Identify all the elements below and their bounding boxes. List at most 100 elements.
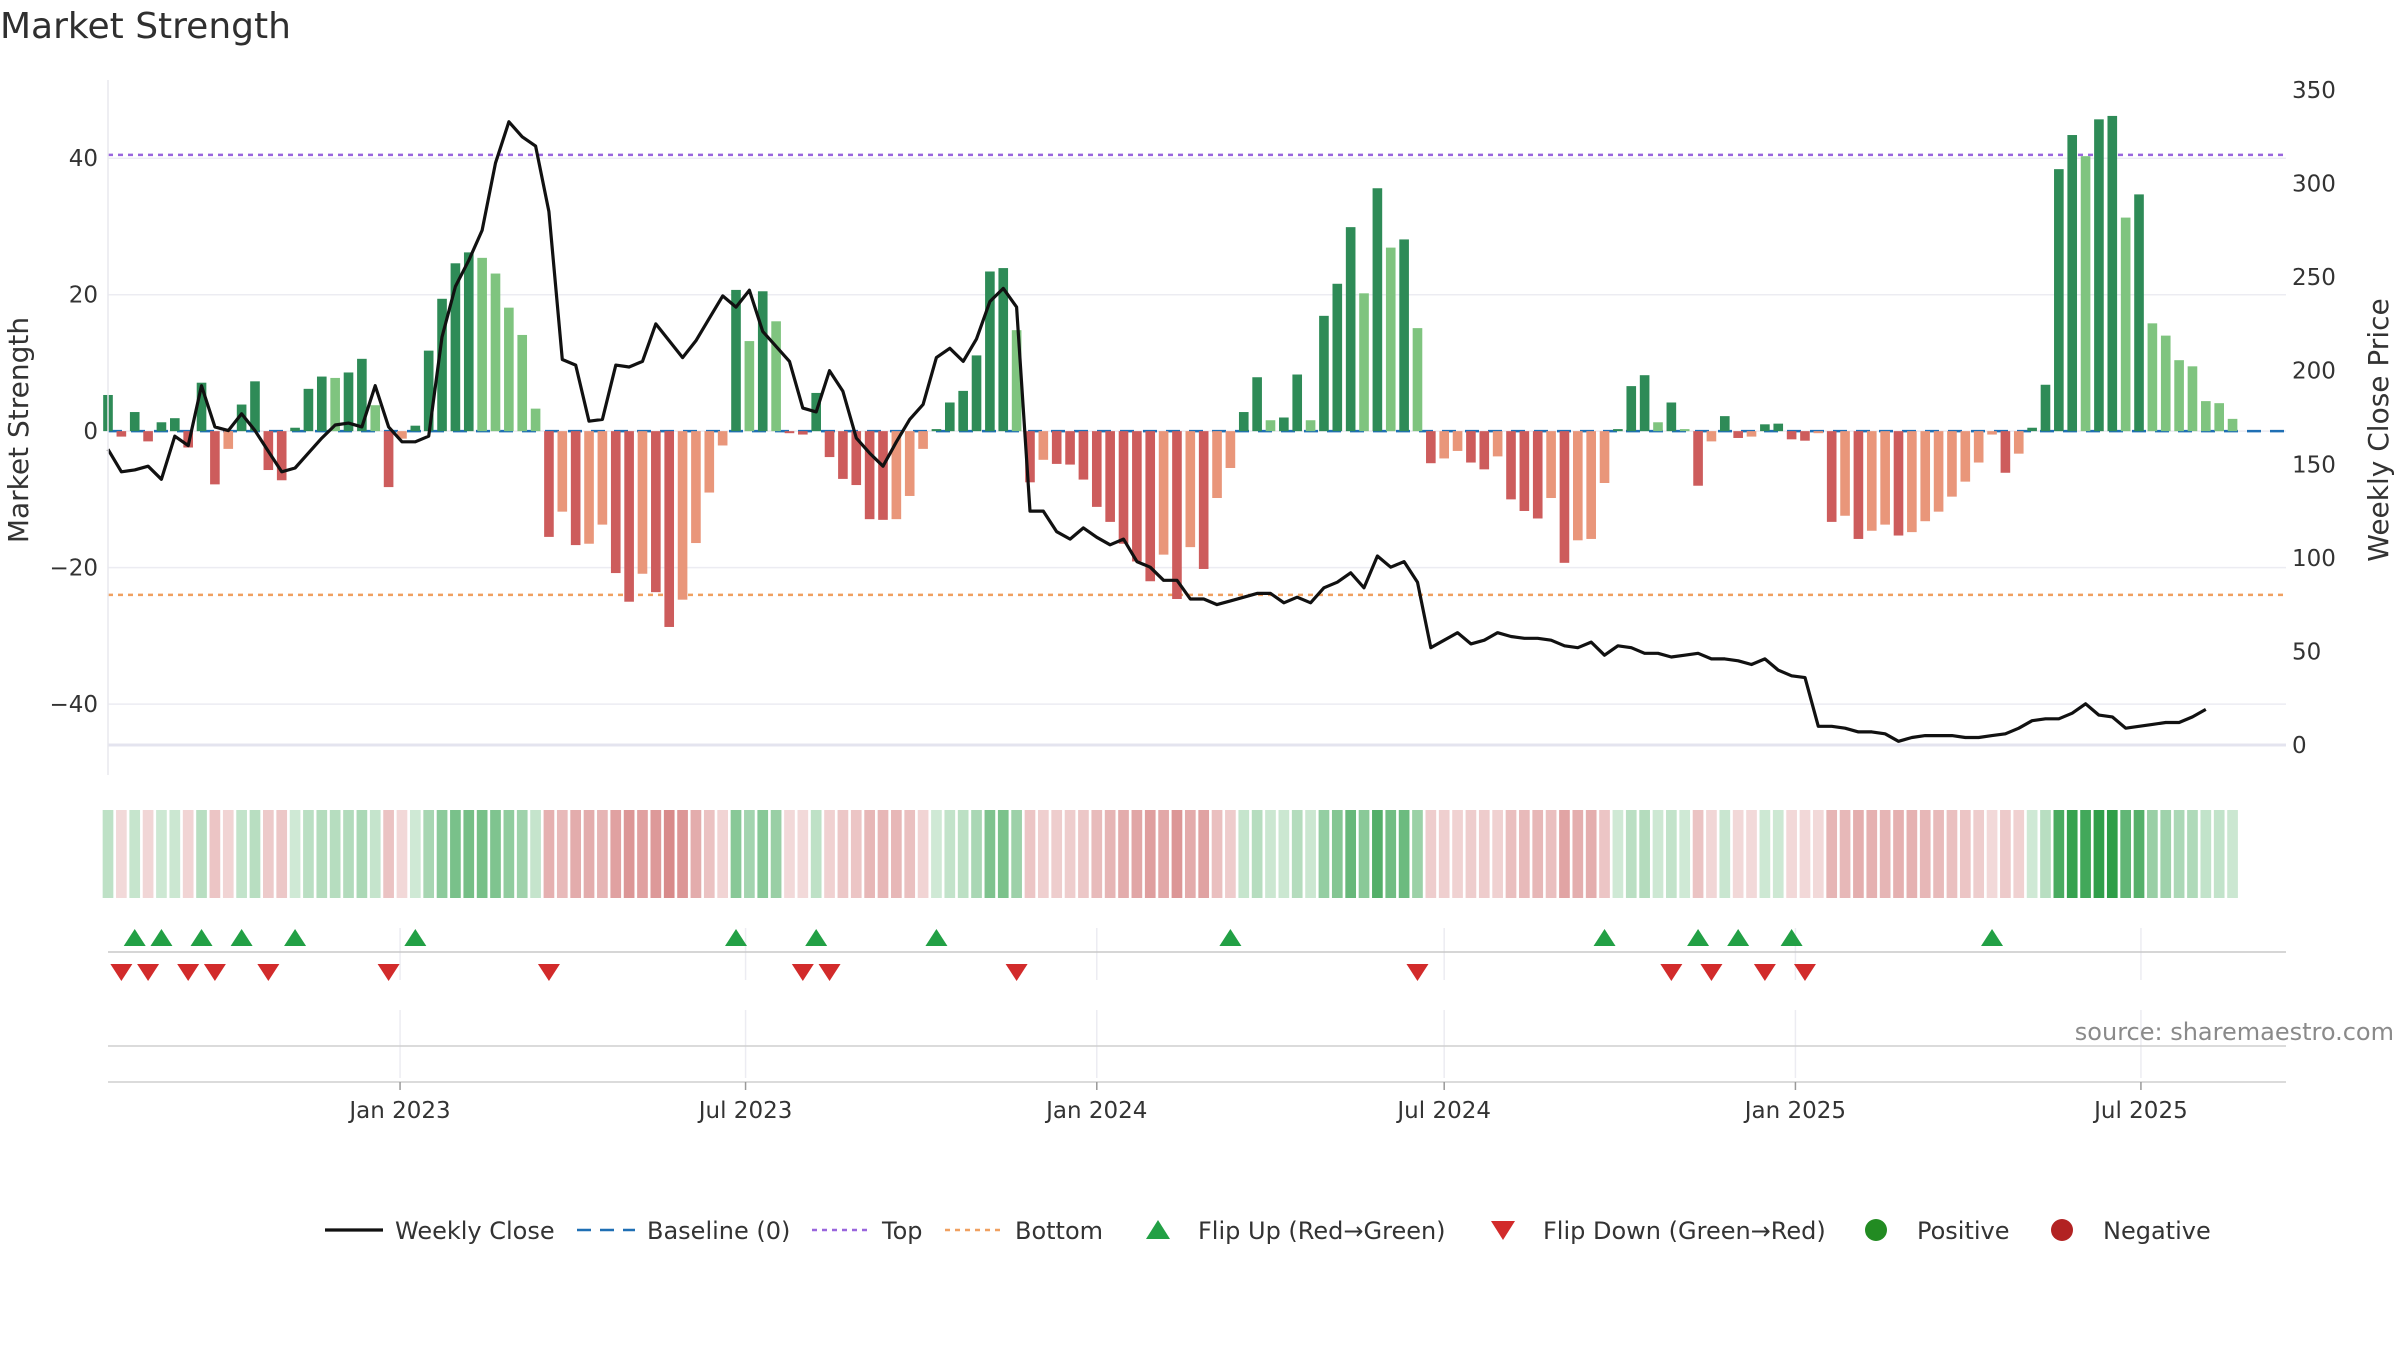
ribbon-cell	[570, 810, 582, 898]
ribbon-cell	[597, 810, 608, 898]
strength-bar	[316, 376, 327, 432]
ribbon-cell	[1946, 810, 1958, 898]
right-tick-label: 150	[2292, 452, 2336, 478]
ribbon-cell	[1478, 810, 1490, 898]
ribbon-cell	[1772, 810, 1784, 898]
strength-bar	[410, 425, 421, 432]
strength-bar	[1760, 424, 1770, 432]
legend-label-top: Top	[881, 1217, 923, 1245]
strength-bar	[1786, 431, 1797, 440]
strength-bar	[1599, 431, 1610, 483]
x-tick-label: Jul 2024	[1395, 1098, 1491, 1124]
strength-bar	[878, 431, 888, 520]
ribbon-cell	[2147, 810, 2158, 898]
ribbon-cell	[1265, 810, 1276, 898]
strength-bar	[944, 402, 955, 432]
ribbon-cell	[864, 810, 875, 898]
flip-down-marker	[1753, 964, 1776, 981]
ribbon-cell	[343, 810, 354, 898]
ribbon-cell	[530, 810, 541, 898]
x-tick-label: Jul 2025	[2092, 1098, 2188, 1124]
ribbon-cell	[1037, 810, 1049, 898]
strength-bar	[1532, 431, 1543, 519]
strength-bar	[2094, 119, 2104, 432]
strength-bar	[1426, 431, 1436, 464]
ribbon-cell	[1679, 810, 1691, 898]
strength-bar	[998, 268, 1009, 432]
ribbon-cell	[450, 810, 461, 898]
ribbon-cell	[797, 810, 809, 898]
strength-bar	[223, 431, 234, 449]
ribbon-cell	[2120, 810, 2132, 898]
ribbon-cell	[1746, 810, 1757, 898]
ribbon-cell	[1719, 810, 1731, 898]
strength-bar	[1479, 431, 1490, 470]
strength-bar	[383, 431, 394, 488]
strength-bar	[1973, 431, 1984, 463]
ribbon-cell	[1198, 810, 1210, 898]
strength-bar	[664, 431, 675, 627]
strength-bar	[1279, 417, 1289, 432]
strength-bar	[2134, 194, 2144, 432]
strength-bar	[610, 431, 621, 574]
ribbon-cell	[102, 810, 114, 898]
ribbon-cell	[824, 810, 835, 898]
ribbon-cell	[1118, 810, 1129, 898]
legend-label-baseline: Baseline (0)	[647, 1217, 790, 1245]
strength-bar	[1065, 431, 1075, 465]
ribbon-cell	[209, 810, 221, 898]
ribbon-cell	[904, 810, 916, 898]
strength-bar	[1385, 247, 1396, 432]
ribbon-cell	[1385, 810, 1397, 898]
right-axis-title: Weekly Close Price	[2362, 298, 2395, 561]
strength-bar	[757, 291, 768, 432]
ribbon-cell	[1692, 810, 1704, 898]
ribbon-cell	[610, 810, 622, 898]
strength-bar	[958, 390, 968, 432]
strength-bar	[250, 381, 260, 432]
ribbon-cell	[637, 810, 648, 898]
right-tick-label: 0	[2292, 733, 2307, 759]
strength-bar	[2120, 217, 2131, 432]
strength-bar	[1853, 431, 1864, 539]
strength-bar	[2227, 418, 2238, 432]
strength-bar	[2000, 431, 2011, 473]
ribbon-cell	[677, 810, 688, 898]
ribbon-cell	[1839, 810, 1851, 898]
strength-bar	[1866, 431, 1877, 531]
ribbon-cell	[1812, 810, 1824, 898]
strength-bar	[1573, 431, 1583, 541]
ribbon-cell	[503, 810, 515, 898]
right-tick-label: 350	[2292, 78, 2336, 104]
strength-bar	[1840, 431, 1850, 516]
strength-bar	[437, 298, 447, 432]
flip-up-marker	[1593, 929, 1616, 946]
ribbon-cell	[2187, 810, 2198, 898]
strength-bar	[838, 431, 848, 479]
ribbon-cell	[156, 810, 167, 898]
ribbon-cell	[1438, 810, 1450, 898]
ribbon-cell	[1585, 810, 1597, 898]
strength-bar	[210, 431, 220, 485]
legend-label-close: Weekly Close	[395, 1217, 555, 1245]
strength-bar	[1706, 431, 1717, 442]
strength-bar	[276, 431, 287, 481]
strength-bar	[1773, 423, 1784, 432]
strength-bar	[196, 382, 207, 432]
ribbon-cell	[2013, 810, 2025, 898]
ribbon-cell	[1291, 810, 1303, 898]
ribbon-cell	[1706, 810, 1717, 898]
strength-bar	[236, 404, 247, 432]
legend-label-bottom: Bottom	[1015, 1217, 1103, 1245]
strength-bar	[1613, 429, 1623, 432]
strength-bar	[597, 431, 608, 525]
left-tick-label: 40	[69, 146, 98, 172]
flip-up-marker	[1219, 929, 1242, 946]
flip-down-marker	[791, 964, 814, 981]
flip-up-marker	[1780, 929, 1803, 946]
strength-bar	[1305, 420, 1316, 432]
ribbon-cell	[944, 810, 956, 898]
ribbon-cell	[2066, 810, 2078, 898]
axes: −40 −20 0 20 40 0 50 100 150 200 250 300 350 Market S…	[2, 78, 2395, 775]
flip-up-marker	[150, 929, 173, 946]
